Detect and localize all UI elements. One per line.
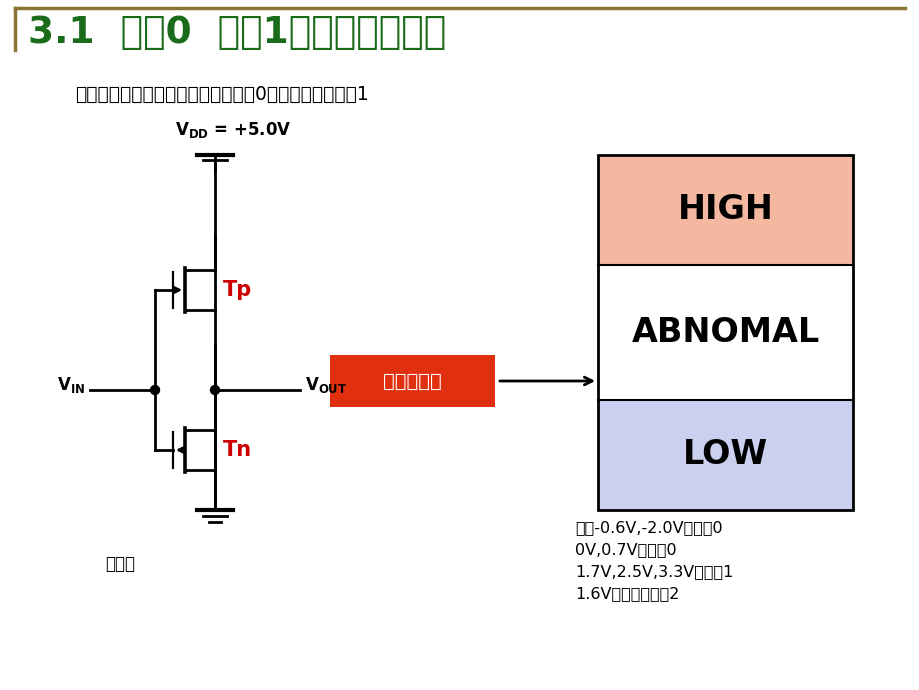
Text: 不确定逻辑: 不确定逻辑 <box>382 371 441 391</box>
Text: 1.6V为不确定逻辑2: 1.6V为不确定逻辑2 <box>574 586 678 601</box>
Text: 1.7V,2.5V,3.3V为逻辑1: 1.7V,2.5V,3.3V为逻辑1 <box>574 564 732 579</box>
Bar <box>597 155 852 265</box>
Text: 因此-0.6V,-2.0V是逻辑0: 因此-0.6V,-2.0V是逻辑0 <box>574 520 721 535</box>
Circle shape <box>151 386 159 395</box>
Circle shape <box>210 386 220 395</box>
Text: $\mathbf{V_{IN}}$: $\mathbf{V_{IN}}$ <box>57 375 85 395</box>
Bar <box>597 265 852 400</box>
Text: ABNOMAL: ABNOMAL <box>630 316 819 349</box>
Text: HIGH: HIGH <box>676 193 773 226</box>
Text: $\mathbf{V_{OUT}}$: $\mathbf{V_{OUT}}$ <box>305 375 346 395</box>
Bar <box>597 400 852 510</box>
Text: 反向器: 反向器 <box>105 555 135 573</box>
Text: $\mathbf{V_{DD}}$ = +5.0V: $\mathbf{V_{DD}}$ = +5.0V <box>175 120 291 140</box>
Text: Tp: Tp <box>222 280 252 300</box>
Text: Tn: Tn <box>222 440 252 460</box>
Text: 3.1  逻辑0  逻辑1以及不确定逻辑: 3.1 逻辑0 逻辑1以及不确定逻辑 <box>28 15 446 51</box>
Text: LOW: LOW <box>682 439 767 471</box>
Bar <box>597 155 852 510</box>
Bar <box>330 355 494 407</box>
Text: 不确定逻辑：电路可将其解释为逻辑0也可以解释为逻辑1: 不确定逻辑：电路可将其解释为逻辑0也可以解释为逻辑1 <box>75 85 369 104</box>
Text: 0V,0.7V是逻辑0: 0V,0.7V是逻辑0 <box>574 542 675 557</box>
